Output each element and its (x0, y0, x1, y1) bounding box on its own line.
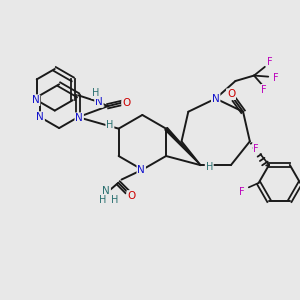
Polygon shape (165, 128, 200, 165)
Text: F: F (273, 73, 279, 83)
Text: H: H (206, 162, 213, 172)
Text: N: N (102, 185, 110, 196)
Text: F: F (239, 187, 245, 197)
Text: O: O (227, 89, 235, 99)
Text: F: F (253, 143, 259, 154)
Text: N: N (212, 94, 220, 103)
Text: F: F (261, 85, 267, 95)
Text: N: N (32, 95, 40, 105)
Text: O: O (122, 98, 130, 108)
Text: N: N (137, 165, 145, 175)
Text: H: H (106, 120, 114, 130)
Text: H: H (111, 195, 119, 206)
Text: N: N (75, 113, 83, 123)
Text: O: O (127, 191, 136, 201)
Text: F: F (266, 57, 272, 68)
Text: H: H (92, 88, 99, 98)
Text: H: H (99, 195, 106, 206)
Text: N: N (95, 97, 103, 107)
Text: N: N (36, 112, 44, 122)
